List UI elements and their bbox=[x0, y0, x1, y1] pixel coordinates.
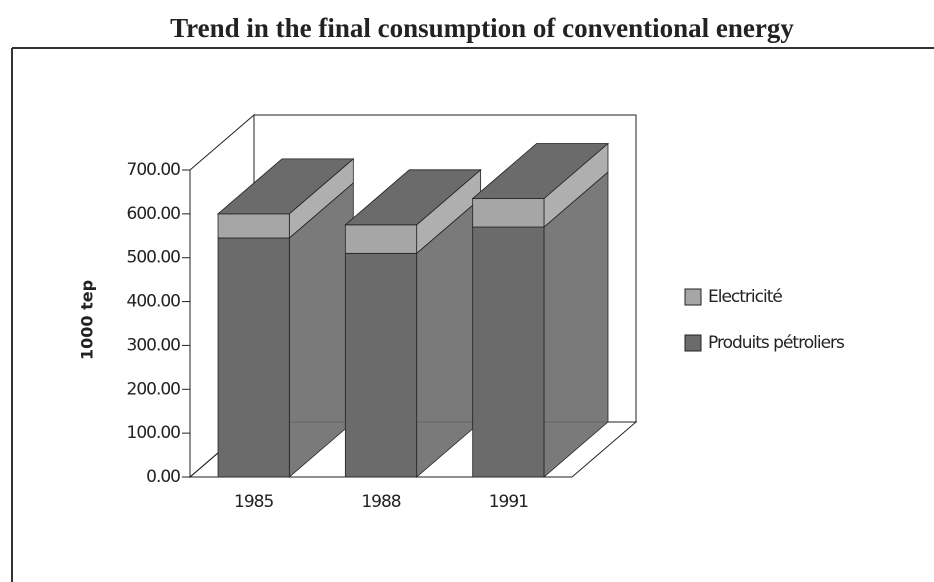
legend-label: Produits pétroliers bbox=[708, 333, 845, 353]
bar-top bbox=[344, 169, 482, 226]
bar-top bbox=[216, 158, 355, 215]
y-axis-label: 1000 tep bbox=[78, 280, 97, 360]
bar bbox=[217, 213, 290, 239]
y-tick-label: 500.00 bbox=[127, 248, 181, 268]
bar bbox=[344, 224, 418, 254]
y-tick-label: 700.00 bbox=[127, 160, 181, 180]
x-tick-label: 1991 bbox=[489, 492, 528, 512]
y-tick-label: 400.00 bbox=[127, 292, 181, 312]
bar bbox=[217, 237, 290, 478]
bar bbox=[472, 226, 545, 478]
y-tick-label: 200.00 bbox=[127, 379, 181, 399]
bar bbox=[344, 252, 418, 478]
y-tick-label: 600.00 bbox=[127, 204, 181, 224]
chart-title: Trend in the final consumption of conven… bbox=[170, 13, 794, 43]
x-tick-label: 1988 bbox=[361, 492, 400, 512]
legend-swatch bbox=[684, 334, 702, 352]
y-tick-label: 0.00 bbox=[146, 467, 180, 487]
bar-top bbox=[471, 143, 610, 199]
x-tick-label: 1985 bbox=[234, 492, 273, 512]
y-tick-label: 300.00 bbox=[127, 335, 181, 355]
legend-swatch bbox=[684, 288, 702, 306]
legend-label: Electricité bbox=[708, 287, 782, 307]
bar bbox=[472, 198, 545, 228]
y-tick-label: 100.00 bbox=[127, 423, 181, 443]
